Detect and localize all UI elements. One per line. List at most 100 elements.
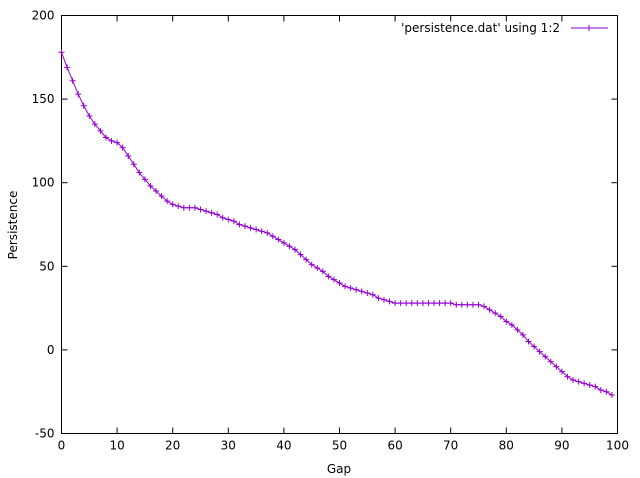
- data-point: [570, 376, 577, 383]
- x-tick-label: 90: [554, 439, 569, 453]
- data-series: [58, 49, 615, 399]
- data-point: [275, 236, 282, 243]
- data-point: [91, 121, 98, 128]
- data-point: [608, 392, 615, 399]
- data-point: [102, 134, 109, 141]
- data-point: [80, 102, 87, 109]
- data-point: [191, 204, 198, 211]
- data-point: [603, 388, 610, 395]
- data-point: [241, 223, 248, 230]
- data-point: [230, 218, 237, 225]
- x-tick-label: 70: [443, 439, 458, 453]
- data-point: [575, 378, 582, 385]
- y-tick-label: 0: [47, 343, 55, 357]
- data-point: [464, 301, 471, 308]
- data-point: [492, 310, 499, 317]
- data-point: [503, 318, 510, 325]
- data-point: [108, 137, 115, 144]
- data-point: [564, 373, 571, 380]
- data-point: [180, 204, 187, 211]
- data-point: [481, 303, 488, 310]
- data-point: [119, 144, 126, 151]
- data-point: [358, 288, 365, 295]
- data-point: [336, 280, 343, 287]
- x-tick-label: 30: [221, 439, 236, 453]
- data-point: [136, 169, 143, 176]
- data-point: [264, 229, 271, 236]
- data-point: [425, 300, 432, 307]
- data-point: [514, 326, 521, 333]
- data-point: [597, 387, 604, 394]
- data-point: [203, 208, 210, 215]
- data-point: [414, 300, 421, 307]
- x-axis: 0 10 20 30 40 50 60 70 80 90 100: [58, 15, 629, 453]
- data-point: [369, 291, 376, 298]
- data-point: [175, 203, 182, 210]
- data-point: [380, 296, 387, 303]
- data-point: [592, 383, 599, 390]
- data-point: [292, 246, 299, 253]
- x-tick-label: 20: [165, 439, 180, 453]
- x-tick-label: 100: [606, 439, 629, 453]
- data-point: [558, 368, 565, 375]
- data-point: [58, 49, 65, 56]
- data-point: [153, 188, 160, 195]
- data-point: [297, 251, 304, 258]
- plot-frame: [61, 15, 618, 434]
- data-point: [419, 300, 426, 307]
- data-point: [75, 91, 82, 98]
- x-tick-label: 10: [109, 439, 124, 453]
- data-point: [97, 127, 104, 134]
- data-point: [319, 268, 326, 275]
- data-point: [308, 261, 315, 268]
- data-point: [436, 300, 443, 307]
- data-point: [225, 216, 232, 223]
- data-point: [508, 321, 515, 328]
- data-point: [69, 77, 76, 84]
- legend-label: 'persistence.dat' using 1:2: [401, 21, 560, 35]
- data-point: [158, 193, 165, 200]
- x-tick-label: 40: [276, 439, 291, 453]
- data-point: [125, 152, 132, 159]
- data-point: [447, 300, 454, 307]
- data-point: [347, 285, 354, 292]
- data-point: [141, 176, 148, 183]
- data-point: [458, 301, 465, 308]
- series-line: [61, 52, 613, 396]
- x-tick-label: 50: [332, 439, 347, 453]
- data-point: [375, 295, 382, 302]
- legend: 'persistence.dat' using 1:2: [401, 21, 608, 35]
- x-tick-label: 60: [387, 439, 402, 453]
- y-tick-label: 100: [32, 176, 55, 190]
- data-point: [247, 224, 254, 231]
- data-point: [525, 338, 532, 345]
- x-tick-label: 0: [58, 439, 66, 453]
- data-point: [258, 228, 265, 235]
- data-point: [531, 343, 538, 350]
- y-tick-label: -50: [35, 427, 55, 441]
- data-point: [269, 233, 276, 240]
- data-point: [342, 283, 349, 290]
- data-point: [403, 300, 410, 307]
- data-point: [186, 204, 193, 211]
- data-point: [386, 298, 393, 305]
- data-point: [408, 300, 415, 307]
- data-point: [208, 209, 215, 216]
- y-tick-label: 150: [32, 92, 55, 106]
- data-point: [64, 64, 71, 71]
- data-point: [253, 226, 260, 233]
- data-point: [392, 300, 399, 307]
- x-axis-title: Gap: [327, 462, 351, 476]
- data-point: [325, 273, 332, 280]
- data-point: [497, 313, 504, 320]
- data-point: [286, 243, 293, 250]
- data-point: [236, 221, 243, 228]
- data-point: [214, 211, 221, 218]
- y-tick-label: 50: [39, 259, 54, 273]
- data-point: [486, 306, 493, 313]
- data-point: [219, 214, 226, 221]
- data-point: [442, 300, 449, 307]
- data-point: [475, 301, 482, 308]
- data-point: [130, 161, 137, 168]
